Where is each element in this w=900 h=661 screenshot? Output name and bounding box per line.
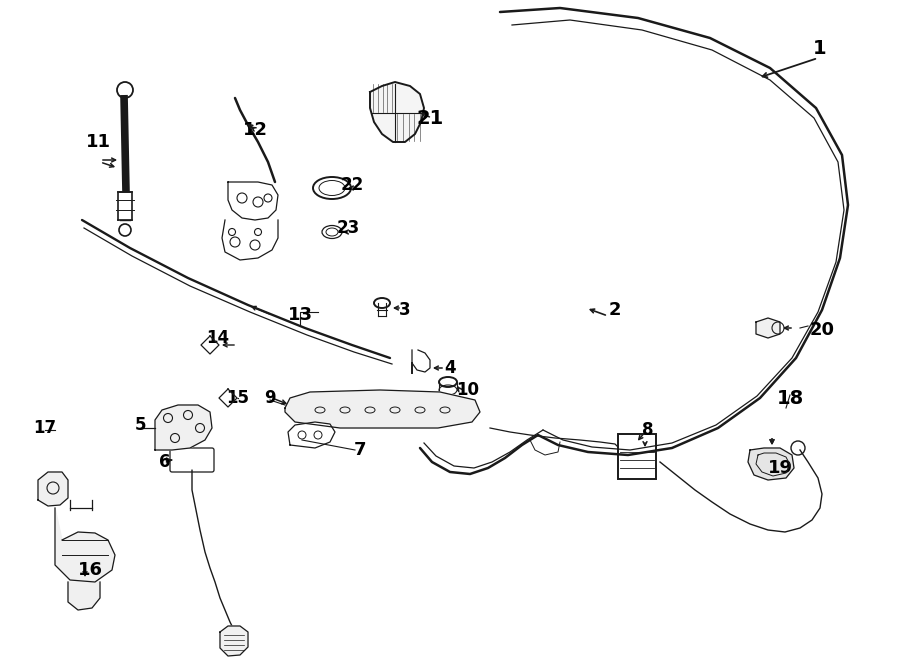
- Polygon shape: [55, 508, 115, 582]
- Polygon shape: [38, 472, 68, 506]
- Text: 3: 3: [400, 301, 410, 319]
- Text: 6: 6: [159, 453, 171, 471]
- Text: 1: 1: [814, 38, 827, 58]
- Text: 10: 10: [456, 381, 480, 399]
- Polygon shape: [285, 390, 480, 428]
- Text: 18: 18: [777, 389, 804, 407]
- Text: 11: 11: [86, 133, 111, 151]
- Polygon shape: [219, 389, 237, 407]
- Text: 9: 9: [265, 389, 275, 407]
- Text: 23: 23: [337, 219, 360, 237]
- Text: 8: 8: [643, 421, 653, 439]
- Polygon shape: [748, 448, 794, 480]
- Text: 19: 19: [768, 459, 793, 477]
- Text: 22: 22: [340, 176, 364, 194]
- Polygon shape: [68, 582, 100, 610]
- Polygon shape: [201, 336, 219, 354]
- Text: 14: 14: [206, 329, 230, 347]
- Polygon shape: [155, 405, 212, 450]
- Text: 20: 20: [809, 321, 834, 339]
- Text: 2: 2: [608, 301, 621, 319]
- Polygon shape: [756, 318, 780, 338]
- Text: 7: 7: [354, 441, 366, 459]
- Text: 5: 5: [134, 416, 146, 434]
- Polygon shape: [370, 82, 424, 142]
- Text: 17: 17: [33, 419, 57, 437]
- Text: 16: 16: [77, 561, 103, 579]
- Text: 15: 15: [227, 389, 249, 407]
- Polygon shape: [220, 626, 248, 656]
- Text: 13: 13: [287, 306, 312, 324]
- Text: 4: 4: [445, 359, 455, 377]
- Text: 21: 21: [417, 108, 444, 128]
- Polygon shape: [288, 422, 335, 448]
- Text: 12: 12: [242, 121, 267, 139]
